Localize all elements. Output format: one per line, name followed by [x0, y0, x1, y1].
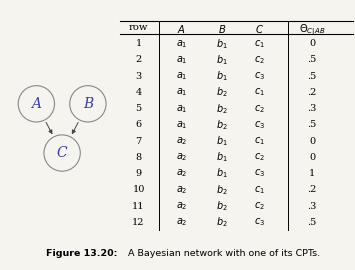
Text: $a_{2}$: $a_{2}$ [176, 168, 187, 180]
Text: $a_{1}$: $a_{1}$ [176, 86, 187, 98]
Text: $a_{1}$: $a_{1}$ [176, 103, 187, 114]
Text: .3: .3 [307, 201, 317, 211]
Text: $b_{2}$: $b_{2}$ [216, 215, 228, 229]
Text: B: B [83, 97, 93, 111]
Text: 7: 7 [135, 137, 142, 146]
Text: $c_{2}$: $c_{2}$ [255, 151, 265, 163]
Text: $B$: $B$ [218, 23, 226, 35]
Text: .5: .5 [307, 72, 317, 81]
Text: $b_{1}$: $b_{1}$ [216, 37, 228, 50]
Text: $b_{1}$: $b_{1}$ [216, 134, 228, 148]
Text: $b_{2}$: $b_{2}$ [216, 102, 228, 116]
Text: $c_{2}$: $c_{2}$ [255, 200, 265, 212]
Text: $c_{2}$: $c_{2}$ [255, 54, 265, 66]
Text: 4: 4 [135, 88, 142, 97]
Text: 2: 2 [135, 55, 142, 65]
Text: .2: .2 [307, 88, 317, 97]
Text: $c_{3}$: $c_{3}$ [254, 119, 266, 131]
Text: $b_{2}$: $b_{2}$ [216, 183, 228, 197]
Circle shape [44, 135, 80, 171]
Text: 1: 1 [309, 169, 315, 178]
Text: $C$: $C$ [255, 23, 264, 35]
Text: $a_{1}$: $a_{1}$ [176, 54, 187, 66]
Text: $a_{2}$: $a_{2}$ [176, 216, 187, 228]
Text: $\Theta_{C|AB}$: $\Theta_{C|AB}$ [299, 23, 326, 38]
Text: 3: 3 [135, 72, 142, 81]
Text: $b_{2}$: $b_{2}$ [216, 86, 228, 99]
Text: 1: 1 [135, 39, 142, 48]
Text: .5: .5 [307, 120, 317, 129]
Text: .5: .5 [307, 55, 317, 65]
Text: $a_{1}$: $a_{1}$ [176, 119, 187, 131]
Text: .2: .2 [307, 185, 317, 194]
Text: 6: 6 [136, 120, 142, 129]
Text: $c_{1}$: $c_{1}$ [255, 86, 265, 98]
Text: 0: 0 [309, 137, 315, 146]
Circle shape [18, 86, 55, 122]
Text: 0: 0 [309, 39, 315, 48]
Text: $c_{3}$: $c_{3}$ [254, 168, 266, 180]
Text: $c_{1}$: $c_{1}$ [255, 135, 265, 147]
Text: $a_{2}$: $a_{2}$ [176, 184, 187, 196]
Circle shape [70, 86, 106, 122]
Text: $c_{1}$: $c_{1}$ [255, 38, 265, 50]
Text: $a_{1}$: $a_{1}$ [176, 70, 187, 82]
Text: 9: 9 [136, 169, 142, 178]
Text: $b_{2}$: $b_{2}$ [216, 199, 228, 213]
Text: 0: 0 [309, 153, 315, 162]
Text: .3: .3 [307, 104, 317, 113]
Text: $c_{3}$: $c_{3}$ [254, 216, 266, 228]
Text: Figure 13.20:: Figure 13.20: [46, 249, 118, 258]
Text: C: C [57, 146, 67, 160]
Text: 5: 5 [136, 104, 142, 113]
Text: 11: 11 [132, 201, 145, 211]
Text: $a_{2}$: $a_{2}$ [176, 135, 187, 147]
Text: row: row [129, 23, 148, 32]
Text: $c_{1}$: $c_{1}$ [255, 184, 265, 196]
Text: $b_{1}$: $b_{1}$ [216, 150, 228, 164]
Text: .5: .5 [307, 218, 317, 227]
Text: $a_{1}$: $a_{1}$ [176, 38, 187, 50]
Text: A Bayesian network with one of its CPTs.: A Bayesian network with one of its CPTs. [128, 249, 320, 258]
Text: $A$: $A$ [177, 23, 186, 35]
Text: $c_{3}$: $c_{3}$ [254, 70, 266, 82]
Text: 8: 8 [136, 153, 142, 162]
Text: 12: 12 [132, 218, 145, 227]
Text: $b_{2}$: $b_{2}$ [216, 118, 228, 132]
Text: 10: 10 [132, 185, 145, 194]
Text: $a_{2}$: $a_{2}$ [176, 151, 187, 163]
Text: $b_{1}$: $b_{1}$ [216, 53, 228, 67]
Text: $b_{1}$: $b_{1}$ [216, 69, 228, 83]
Text: $b_{1}$: $b_{1}$ [216, 167, 228, 180]
Text: $c_{2}$: $c_{2}$ [255, 103, 265, 114]
Text: $a_{2}$: $a_{2}$ [176, 200, 187, 212]
Text: A: A [31, 97, 41, 111]
